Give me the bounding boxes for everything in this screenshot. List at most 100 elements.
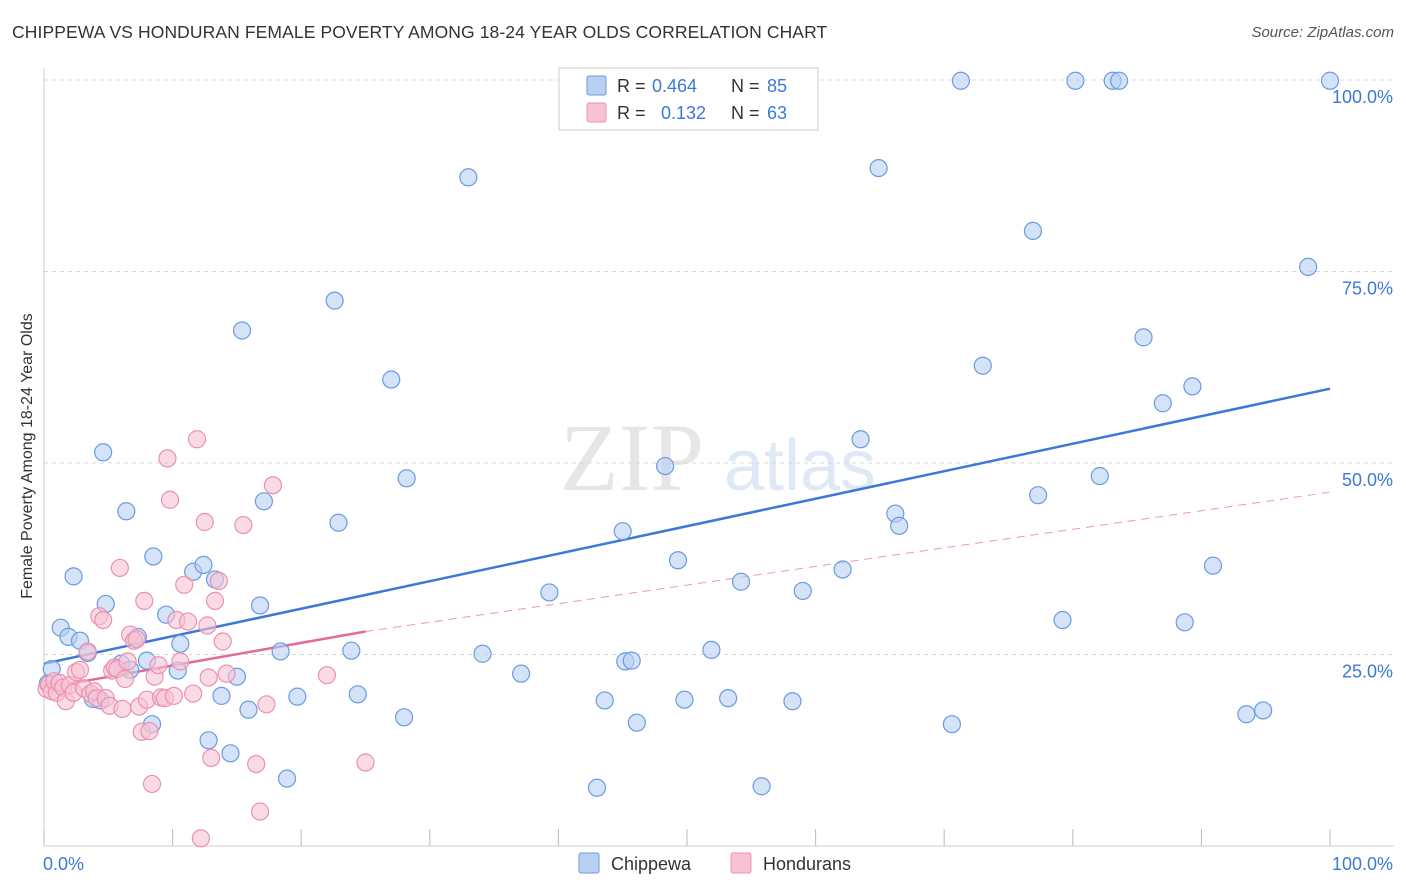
point-hondurans (187, 430, 207, 449)
point-hondurans (142, 774, 162, 794)
trend-line-hondurans (43, 630, 366, 690)
point-chippewa (869, 158, 888, 178)
point-chippewa (627, 713, 646, 732)
point-hondurans (118, 652, 137, 671)
trend-line-hondurans-extended (365, 491, 1331, 633)
point-hondurans (356, 753, 375, 772)
point-hondurans (195, 512, 214, 532)
point-chippewa (540, 583, 559, 602)
point-chippewa (325, 291, 344, 310)
point-chippewa (1053, 610, 1072, 630)
point-chippewa (171, 634, 190, 653)
point-chippewa (1299, 257, 1318, 277)
watermark: ZIP atlas (560, 404, 876, 511)
point-chippewa (1109, 71, 1129, 90)
y-tick-label: 50.0% (1342, 470, 1393, 490)
legend-bottom-chippewa: Chippewa (611, 854, 692, 874)
legend-bottom-swatch-chippewa (578, 852, 600, 874)
x-tick-label-min: 0.0% (43, 854, 84, 874)
point-chippewa (833, 560, 852, 579)
legend-bottom-swatch-hondurans (730, 852, 752, 874)
point-hondurans (184, 684, 203, 703)
point-hondurans (263, 476, 283, 495)
point-chippewa (783, 692, 802, 711)
legend-r-label-chippewa: R = (617, 76, 646, 96)
point-chippewa (144, 547, 163, 566)
point-chippewa (64, 567, 83, 586)
point-chippewa (675, 690, 694, 709)
point-hondurans (175, 575, 194, 594)
tick-labels: 25.0% 50.0% 75.0% 100.0% 0.0% 100.0% (43, 87, 1393, 874)
legend-bottom-hondurans: Hondurans (763, 854, 851, 874)
point-chippewa (512, 664, 531, 683)
point-chippewa (250, 596, 270, 615)
point-chippewa (731, 572, 751, 591)
point-chippewa (1320, 71, 1340, 90)
point-hondurans (205, 591, 225, 610)
point-hondurans (202, 748, 221, 768)
series-legend: Chippewa Hondurans (578, 852, 851, 874)
point-chippewa (656, 456, 675, 476)
point-hondurans (160, 490, 180, 509)
point-hondurans (135, 591, 154, 610)
point-hondurans (191, 829, 210, 848)
point-chippewa (752, 777, 771, 796)
point-chippewa (394, 708, 414, 727)
legend-n-label-hondurans: N = (731, 103, 760, 123)
point-chippewa (221, 744, 240, 763)
point-chippewa (382, 370, 401, 389)
point-hondurans (140, 721, 159, 741)
point-hondurans (199, 668, 218, 687)
point-chippewa (613, 522, 632, 541)
point-chippewa (254, 492, 274, 511)
point-chippewa (232, 321, 252, 340)
point-chippewa (851, 430, 870, 449)
point-chippewa (890, 516, 909, 535)
y-tick-label: 75.0% (1342, 279, 1393, 299)
point-hondurans (178, 612, 198, 631)
point-chippewa (239, 700, 258, 719)
point-chippewa (1254, 701, 1273, 720)
axes (43, 68, 1394, 847)
point-hondurans (257, 695, 276, 714)
point-chippewa (329, 513, 348, 532)
point-chippewa (1090, 466, 1109, 486)
point-hondurans (213, 632, 232, 651)
point-chippewa (194, 555, 213, 574)
point-chippewa (702, 640, 721, 660)
point-chippewa (1175, 613, 1194, 632)
legend-swatch-hondurans (586, 102, 607, 123)
x-tick-label-max: 100.0% (1332, 854, 1393, 874)
point-chippewa (595, 691, 614, 710)
point-hondurans (113, 699, 132, 718)
point-chippewa (942, 715, 962, 734)
point-chippewa (668, 551, 688, 570)
point-chippewa (793, 581, 812, 601)
point-hondurans (70, 660, 90, 679)
trend-lines (43, 387, 1331, 690)
point-chippewa (1203, 556, 1223, 575)
point-hondurans (115, 669, 135, 689)
grid-lines (44, 79, 1394, 655)
point-chippewa (271, 642, 290, 661)
legend-r-label-hondurans: R = (617, 103, 646, 123)
legend-swatch-chippewa (586, 75, 607, 96)
point-chippewa (348, 685, 367, 704)
legend-r-value-chippewa: 0.464 (652, 76, 697, 96)
point-chippewa (277, 769, 297, 788)
point-hondurans (250, 802, 270, 821)
point-chippewa (459, 168, 478, 187)
point-chippewa (473, 644, 492, 663)
point-chippewa (973, 356, 992, 375)
point-chippewa (1023, 221, 1043, 241)
legend-r-value-hondurans: 0.132 (661, 103, 706, 123)
point-chippewa (1237, 705, 1256, 724)
point-hondurans (164, 686, 183, 705)
point-hondurans (217, 664, 236, 683)
point-chippewa (199, 731, 218, 750)
point-hondurans (198, 616, 217, 635)
point-hondurans (234, 515, 253, 535)
legend-n-label-chippewa: N = (731, 76, 760, 96)
point-hondurans (247, 754, 266, 774)
point-hondurans (171, 652, 190, 671)
